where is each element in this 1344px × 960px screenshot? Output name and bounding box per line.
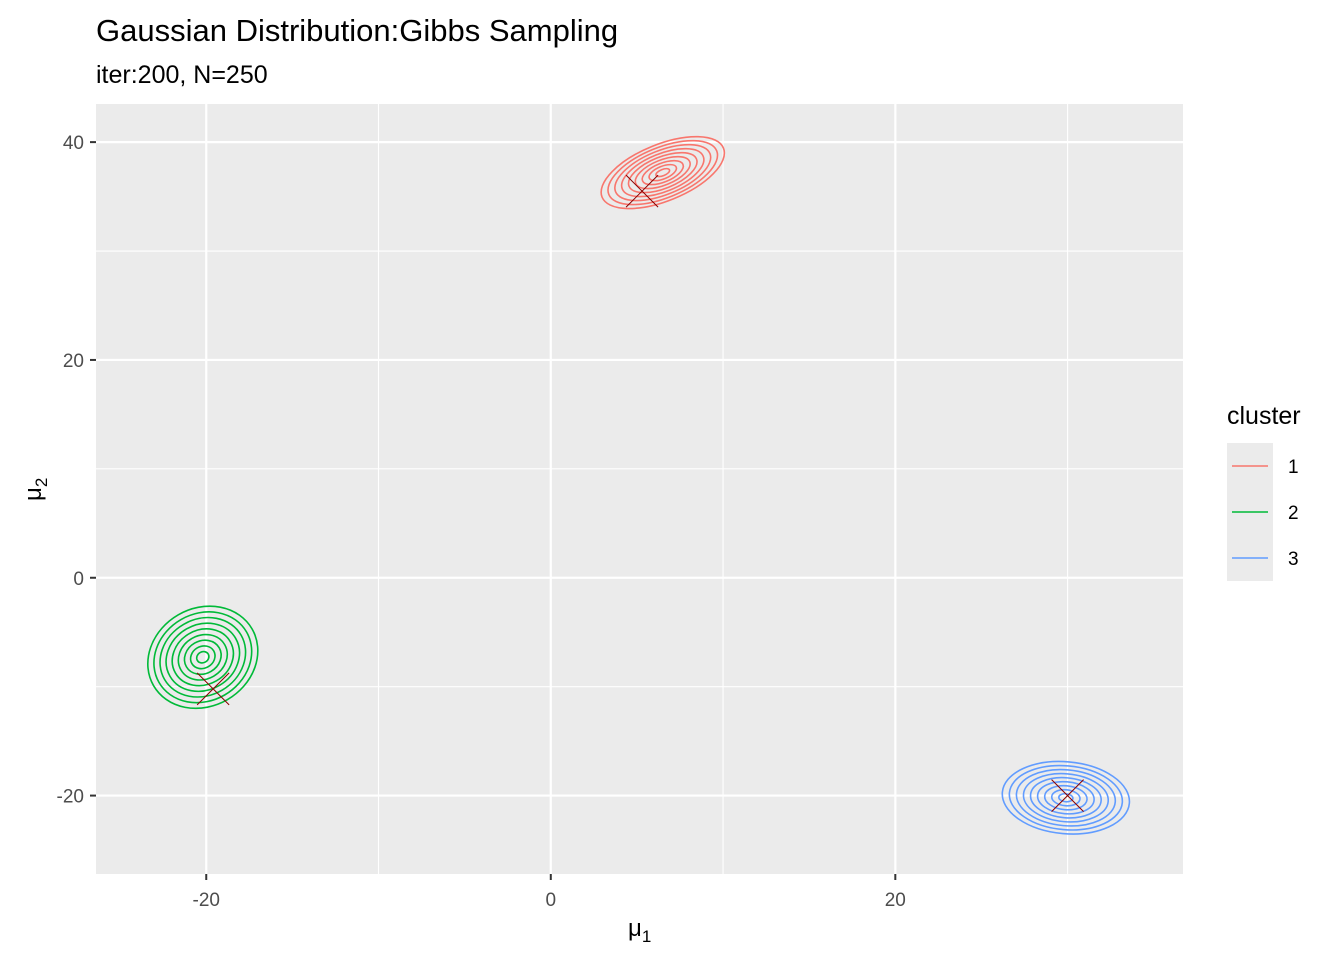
- true-mean-marker: [1051, 779, 1084, 812]
- contour-line: [620, 147, 705, 198]
- contour-line: [189, 645, 216, 670]
- contour-line: [634, 155, 691, 190]
- legend-label-1: 1: [1288, 457, 1299, 478]
- contour-line: [600, 135, 726, 210]
- y-axis-title: μ2: [20, 478, 51, 501]
- contour-line: [627, 151, 698, 194]
- contour-layer: [147, 135, 1131, 835]
- true-mean-marker: [625, 174, 659, 208]
- contour-series-3: [1001, 760, 1131, 835]
- chart-title: Gaussian Distribution:Gibbs Sampling: [96, 13, 618, 48]
- contour-line: [183, 639, 222, 676]
- x-tick-label: -20: [193, 890, 220, 911]
- legend-label-2: 2: [1288, 503, 1299, 524]
- x-axis-title: μ1: [628, 915, 651, 946]
- contour-line: [641, 159, 685, 186]
- y-tick-label: 20: [63, 351, 84, 372]
- contour-line: [614, 143, 712, 202]
- contour-line: [1001, 760, 1131, 835]
- contour-line: [177, 633, 229, 681]
- contour-line: [1029, 776, 1102, 819]
- true-mean-marker: [196, 672, 230, 706]
- y-tick-label: -20: [57, 787, 84, 808]
- y-axis-title-subscript: 2: [32, 478, 51, 487]
- x-axis: -20 0 20: [193, 874, 906, 911]
- contour-line: [1036, 780, 1095, 815]
- plot-panel: [96, 104, 1183, 874]
- contour-line: [165, 622, 241, 693]
- x-tick-label: 20: [885, 890, 906, 911]
- contour-line: [1050, 788, 1081, 807]
- legend-label-3: 3: [1288, 549, 1299, 570]
- contour-series-2: [147, 605, 259, 710]
- x-axis-title-subscript: 1: [642, 927, 651, 946]
- contour-line: [655, 167, 671, 178]
- contour-line: [607, 139, 719, 206]
- grid-minor: [96, 104, 1183, 874]
- y-tick-label: 0: [73, 569, 84, 590]
- contour-series-1: [600, 135, 726, 210]
- contour-line: [1008, 764, 1124, 831]
- contour-line: [195, 650, 210, 664]
- contour-line: [153, 611, 253, 704]
- y-axis: -20 0 20 40: [57, 133, 96, 808]
- contour-line: [147, 605, 259, 710]
- contour-line: [648, 163, 678, 182]
- contour-line: [171, 628, 235, 687]
- contour-line: [1043, 784, 1088, 811]
- legend-title: cluster: [1227, 402, 1301, 430]
- contour-line: [1015, 768, 1117, 827]
- chart-subtitle: iter:200, N=250: [96, 61, 268, 89]
- x-tick-label: 0: [545, 890, 556, 911]
- y-tick-label: 40: [63, 133, 84, 154]
- legend: cluster 1 2 3: [1227, 402, 1301, 581]
- contour-line: [1022, 772, 1110, 823]
- contour-line: [159, 616, 247, 698]
